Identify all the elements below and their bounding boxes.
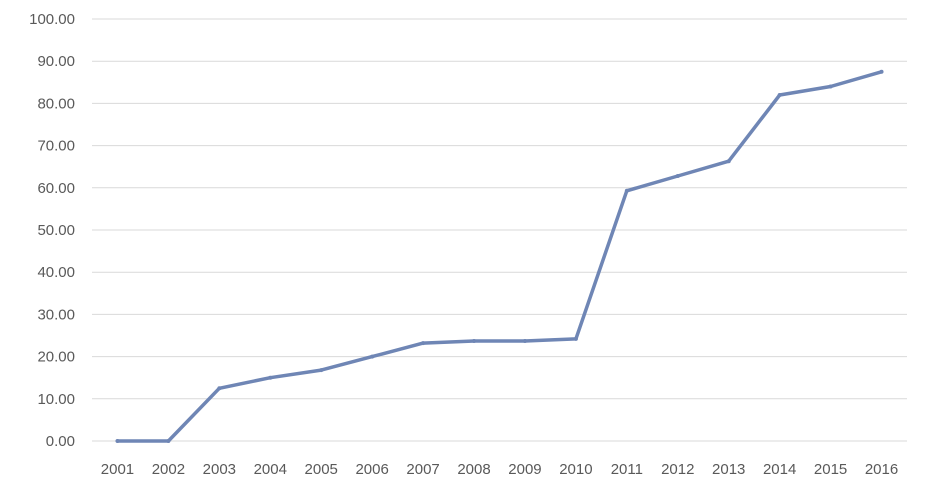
data-point <box>268 375 273 380</box>
x-tick-label: 2010 <box>559 461 592 478</box>
series-layer <box>115 69 884 443</box>
data-point <box>115 439 120 443</box>
x-tick-label: 2011 <box>611 461 643 478</box>
x-tick-label: 2005 <box>305 461 338 478</box>
data-point <box>421 341 426 346</box>
y-tick-label: 40.00 <box>37 264 75 281</box>
data-point <box>624 188 629 193</box>
data-point <box>472 338 477 343</box>
data-point <box>166 439 171 443</box>
data-point <box>675 173 680 178</box>
data-point <box>879 69 884 74</box>
x-tick-label: 2006 <box>355 461 388 478</box>
data-point <box>777 92 782 97</box>
data-point <box>522 338 527 343</box>
y-tick-label: 30.00 <box>37 306 75 323</box>
gridlines <box>92 18 907 442</box>
x-tick-label: 2008 <box>457 461 490 478</box>
y-tick-label: 70.00 <box>37 138 75 155</box>
x-tick-label: 2012 <box>661 461 694 478</box>
y-axis-tick-labels: 0.00 10.00 20.00 30.00 40.00 50.00 60.00 70.00 8… <box>29 11 75 450</box>
x-tick-label: 2009 <box>508 461 541 478</box>
y-tick-label: 20.00 <box>37 349 75 366</box>
x-tick-label: 2014 <box>763 461 796 478</box>
x-tick-label: 2013 <box>712 461 745 478</box>
series-line <box>115 70 884 443</box>
data-point <box>370 354 375 359</box>
x-tick-label: 2002 <box>152 461 185 478</box>
y-tick-label: 0.00 <box>46 433 75 450</box>
y-tick-label: 60.00 <box>37 180 75 197</box>
data-point <box>828 84 833 89</box>
data-point <box>726 159 731 164</box>
x-axis-tick-labels: 2001 2002 2003 2004 2005 2006 2007 2008 2009 2010… <box>101 461 898 478</box>
data-point <box>217 386 222 391</box>
y-tick-label: 100.00 <box>29 11 75 28</box>
y-tick-label: 50.00 <box>37 222 75 239</box>
x-tick-label: 2004 <box>254 461 287 478</box>
data-point <box>573 336 578 341</box>
x-tick-label: 2016 <box>865 461 898 478</box>
y-tick-label: 10.00 <box>37 391 75 408</box>
y-tick-label: 80.00 <box>37 95 75 112</box>
x-tick-label: 2015 <box>814 461 847 478</box>
data-point <box>319 368 324 373</box>
x-tick-label: 2001 <box>101 461 134 478</box>
x-tick-label: 2003 <box>203 461 236 478</box>
x-tick-label: 2007 <box>406 461 439 478</box>
y-tick-label: 90.00 <box>37 53 75 70</box>
